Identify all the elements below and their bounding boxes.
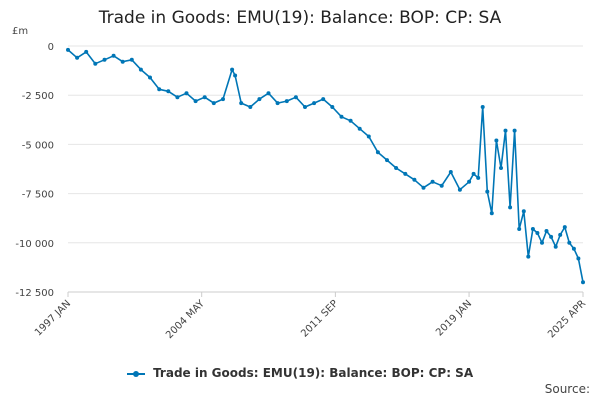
data-point[interactable] bbox=[257, 97, 262, 102]
data-point[interactable] bbox=[467, 179, 472, 184]
x-tick-label: 2004 MAY bbox=[164, 298, 207, 341]
y-tick-label: -2 500 bbox=[22, 91, 54, 102]
data-point[interactable] bbox=[357, 126, 362, 131]
data-point[interactable] bbox=[157, 87, 162, 92]
data-point[interactable] bbox=[84, 49, 89, 54]
data-point[interactable] bbox=[512, 128, 517, 133]
y-tick-label: 0 bbox=[48, 42, 54, 53]
source-label: Source: bbox=[544, 382, 590, 396]
data-point[interactable] bbox=[293, 95, 298, 100]
data-point[interactable] bbox=[75, 55, 80, 60]
data-point[interactable] bbox=[111, 53, 116, 58]
data-point[interactable] bbox=[211, 101, 216, 106]
data-point[interactable] bbox=[330, 105, 335, 109]
x-tick-label: 1997 JAN bbox=[33, 298, 73, 338]
data-point[interactable] bbox=[248, 105, 253, 109]
data-point[interactable] bbox=[517, 227, 522, 231]
data-point[interactable] bbox=[138, 67, 143, 72]
data-point[interactable] bbox=[230, 67, 235, 72]
data-point[interactable] bbox=[321, 97, 326, 102]
data-point[interactable] bbox=[221, 97, 225, 102]
data-point[interactable] bbox=[499, 166, 503, 170]
data-point[interactable] bbox=[535, 231, 540, 235]
data-point[interactable] bbox=[394, 166, 399, 170]
data-point[interactable] bbox=[503, 128, 508, 133]
data-point[interactable] bbox=[129, 57, 134, 62]
data-point[interactable] bbox=[430, 179, 435, 184]
data-point[interactable] bbox=[526, 254, 531, 259]
data-point[interactable] bbox=[494, 138, 499, 143]
data-point[interactable] bbox=[480, 105, 485, 109]
data-point[interactable] bbox=[558, 232, 563, 237]
legend-label: Trade in Goods: EMU(19): Balance: BOP: C… bbox=[153, 366, 474, 380]
data-point[interactable] bbox=[202, 95, 207, 100]
x-axis-ticks: 1997 JAN 2004 MAY 2011 SEP 2019 JAN 2025 APR bbox=[33, 292, 588, 341]
data-point[interactable] bbox=[233, 73, 238, 78]
data-point[interactable] bbox=[581, 280, 585, 285]
data-point[interactable] bbox=[284, 99, 289, 104]
data-point[interactable] bbox=[549, 234, 554, 239]
data-point[interactable] bbox=[448, 170, 453, 174]
data-point[interactable] bbox=[239, 101, 244, 106]
data-point[interactable] bbox=[339, 114, 344, 119]
data-point[interactable] bbox=[275, 101, 280, 106]
data-point[interactable] bbox=[148, 75, 152, 80]
data-point[interactable] bbox=[193, 99, 198, 104]
data-point[interactable] bbox=[303, 105, 307, 109]
data-point[interactable] bbox=[476, 175, 481, 180]
data-point[interactable] bbox=[562, 225, 567, 230]
y-tick-label: -10 000 bbox=[15, 239, 54, 250]
data-point[interactable] bbox=[489, 211, 494, 216]
data-point[interactable] bbox=[576, 256, 581, 261]
data-point[interactable] bbox=[403, 171, 408, 176]
data-point[interactable] bbox=[571, 246, 576, 251]
data-point[interactable] bbox=[166, 89, 171, 94]
data-point[interactable] bbox=[375, 150, 380, 155]
data-point[interactable] bbox=[553, 244, 558, 249]
data-point[interactable] bbox=[312, 101, 317, 106]
y-tick-label: -7 500 bbox=[22, 190, 54, 201]
data-point[interactable] bbox=[102, 57, 107, 62]
series-group bbox=[66, 47, 585, 285]
data-point[interactable] bbox=[457, 187, 462, 192]
legend-marker-icon bbox=[126, 369, 145, 379]
series-line bbox=[67, 49, 584, 283]
data-point[interactable] bbox=[521, 209, 526, 214]
x-tick-label: 2011 SEP bbox=[299, 298, 340, 339]
data-point[interactable] bbox=[175, 95, 180, 100]
y-tick-label: -5 000 bbox=[22, 140, 54, 151]
x-tick-label: 2019 JAN bbox=[434, 298, 474, 338]
x-tick-label: 2025 APR bbox=[546, 298, 588, 340]
y-axis-ticks: 0 -2 500 -5 000 -7 500 -10 000 -12 500 bbox=[15, 42, 54, 299]
data-point[interactable] bbox=[385, 158, 389, 163]
y-tick-label: -12 500 bbox=[15, 288, 54, 299]
data-point[interactable] bbox=[508, 205, 513, 210]
data-point[interactable] bbox=[540, 240, 544, 245]
data-point[interactable] bbox=[93, 61, 98, 66]
data-point[interactable] bbox=[120, 59, 125, 64]
data-point[interactable] bbox=[439, 183, 444, 188]
data-point[interactable] bbox=[266, 91, 271, 96]
data-point[interactable] bbox=[66, 47, 70, 52]
data-point[interactable] bbox=[530, 227, 535, 231]
data-point[interactable] bbox=[366, 134, 371, 139]
data-point[interactable] bbox=[567, 240, 572, 245]
chart-title: Trade in Goods: EMU(19): Balance: BOP: C… bbox=[98, 8, 502, 28]
y-unit-label: £m bbox=[12, 26, 28, 37]
data-point[interactable] bbox=[544, 229, 549, 233]
legend[interactable]: Trade in Goods: EMU(19): Balance: BOP: C… bbox=[0, 366, 600, 380]
data-point[interactable] bbox=[471, 171, 476, 176]
data-point[interactable] bbox=[348, 118, 353, 123]
data-point[interactable] bbox=[184, 91, 189, 96]
data-point[interactable] bbox=[485, 189, 490, 194]
data-point[interactable] bbox=[421, 185, 426, 190]
data-point[interactable] bbox=[412, 177, 417, 182]
